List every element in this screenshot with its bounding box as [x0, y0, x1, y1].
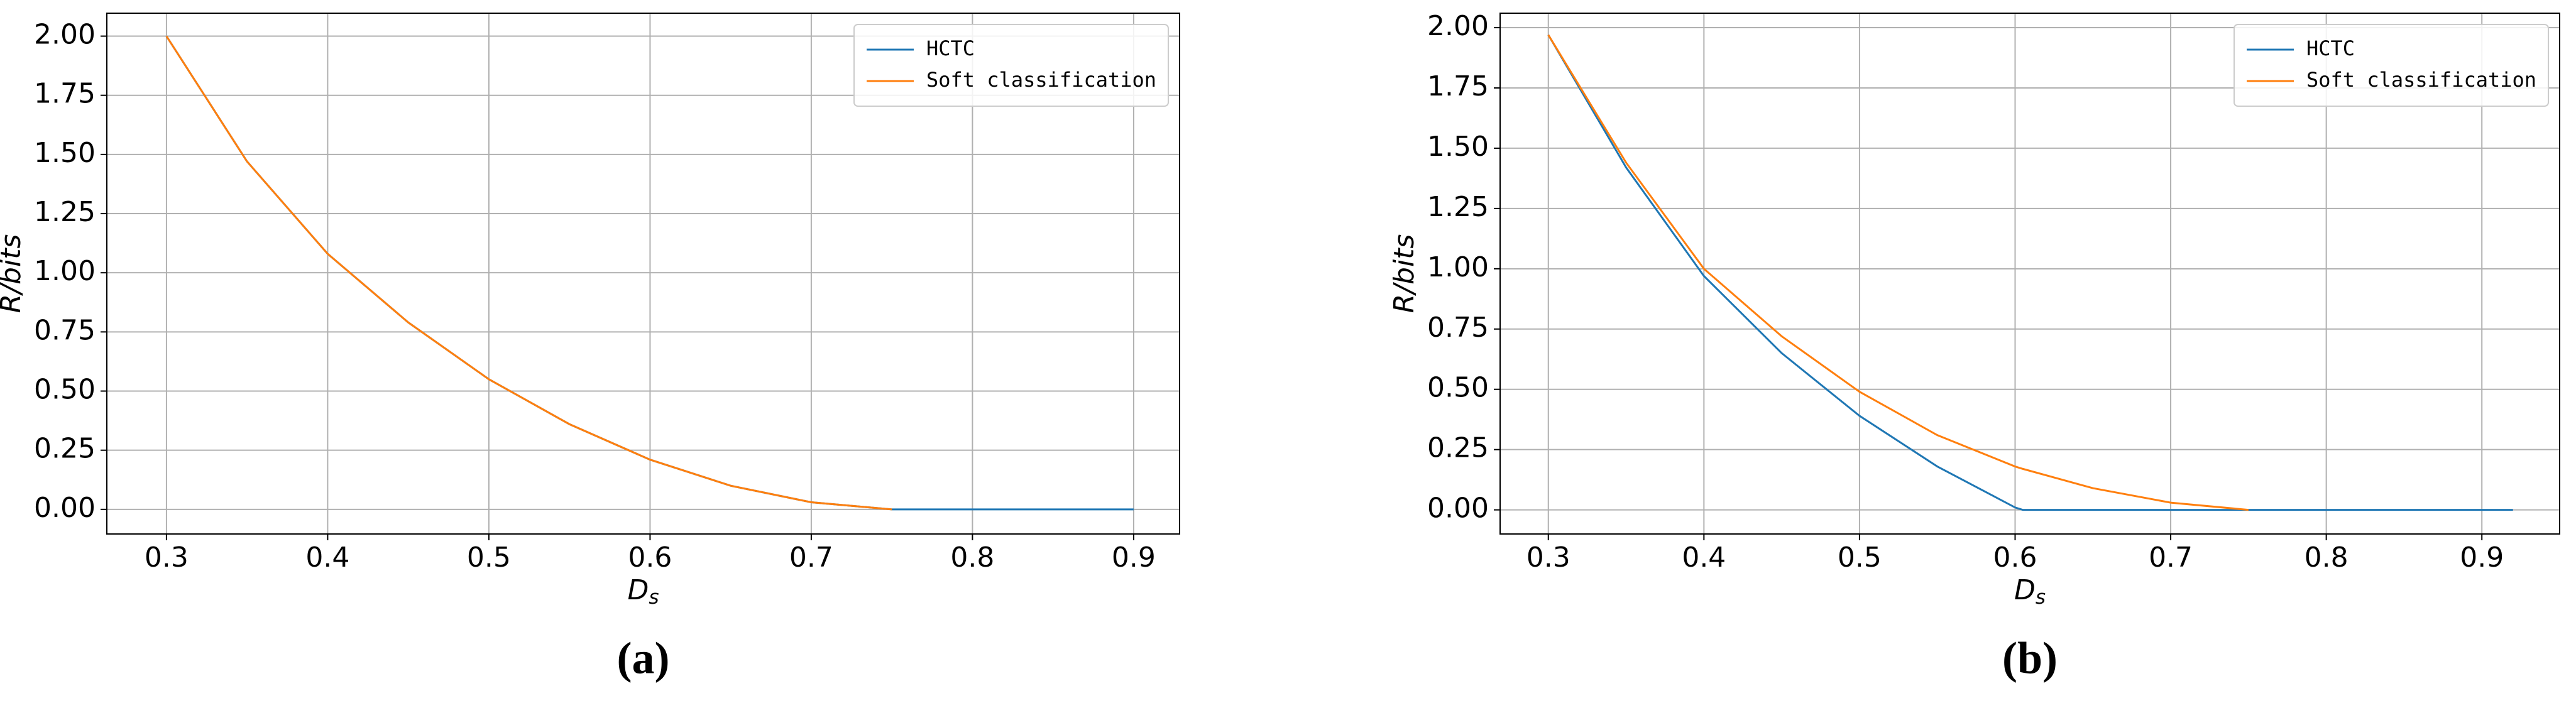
y-tick-label: 2.00 — [34, 19, 96, 51]
y-tick-label: 0.75 — [1427, 312, 1489, 344]
y-tick-label: 0.25 — [34, 433, 96, 465]
x-axis-label-main: D — [2014, 574, 2036, 606]
y-axis-label: R/bits — [0, 234, 27, 313]
legend-label: HCTC — [2306, 36, 2355, 60]
x-axis-label-sub: s — [649, 586, 659, 609]
y-tick-label: 0.50 — [1427, 372, 1489, 404]
x-axis-label: Ds — [627, 574, 659, 609]
legend-label: Soft classification — [2306, 68, 2536, 92]
x-axis-label: Ds — [2014, 574, 2046, 609]
x-tick-label: 0.8 — [2305, 542, 2349, 574]
y-tick-label: 1.75 — [1427, 70, 1489, 102]
y-tick-label: 0.25 — [1427, 432, 1489, 464]
x-tick-label: 0.4 — [305, 542, 349, 574]
y-tick-label: 2.00 — [1427, 10, 1489, 42]
caption: (a) — [617, 633, 670, 683]
y-tick-label: 1.50 — [34, 137, 96, 169]
y-tick-label: 1.75 — [34, 78, 96, 110]
y-tick-label: 1.50 — [1427, 131, 1489, 163]
x-tick-label: 0.6 — [628, 542, 672, 574]
y-tick-label: 1.00 — [1427, 251, 1489, 283]
series-line — [1547, 34, 2513, 511]
x-tick-label: 0.3 — [145, 542, 189, 574]
chart: 0.3 0.4 0.5 0.6 0.7 0.8 0.9 0.00 0.25 0.50 0.75 1.0… — [1388, 10, 2560, 683]
x-axis-label-main: D — [627, 574, 649, 606]
y-tick-label: 1.00 — [34, 255, 96, 287]
caption: (b) — [2002, 633, 2058, 683]
y-tick-label: 1.25 — [34, 196, 96, 228]
x-tick-label: 0.3 — [1526, 542, 1570, 574]
y-tick-label: 0.00 — [1427, 493, 1489, 525]
plot-frame — [1499, 13, 2560, 535]
legend-box — [853, 24, 1169, 107]
x-tick-label: 0.8 — [950, 542, 994, 574]
series-line — [165, 35, 892, 511]
legend: HCTC Soft classification — [2233, 24, 2549, 107]
y-axis-label: R/bits — [1388, 234, 1420, 313]
x-axis-label-sub: s — [2036, 586, 2046, 609]
plot-frame — [106, 13, 1180, 535]
x-tick-label: 0.4 — [1682, 542, 1726, 574]
y-tick-label: 0.75 — [34, 314, 96, 346]
x-tick-label: 0.7 — [789, 542, 833, 574]
legend-label: Soft classification — [926, 68, 1156, 92]
y-tick-label: 0.00 — [34, 492, 96, 524]
x-tick-label: 0.9 — [1112, 542, 1156, 574]
x-tick-label: 0.6 — [1993, 542, 2037, 574]
legend: HCTC Soft classification — [853, 24, 1169, 107]
x-tick-label: 0.5 — [467, 542, 511, 574]
y-tick-label: 0.50 — [34, 374, 96, 406]
x-tick-label: 0.9 — [2460, 542, 2504, 574]
legend-box — [2233, 24, 2549, 107]
x-tick-label: 0.5 — [1838, 542, 1882, 574]
x-tick-label: 0.7 — [2149, 542, 2193, 574]
y-tick-label: 1.25 — [1427, 191, 1489, 223]
chart: 0.3 0.4 0.5 0.6 0.7 0.8 0.9 0.00 0.25 0.50 0.75 1.0… — [0, 13, 1180, 683]
legend-label: HCTC — [926, 36, 975, 60]
series-line — [1547, 34, 2249, 511]
